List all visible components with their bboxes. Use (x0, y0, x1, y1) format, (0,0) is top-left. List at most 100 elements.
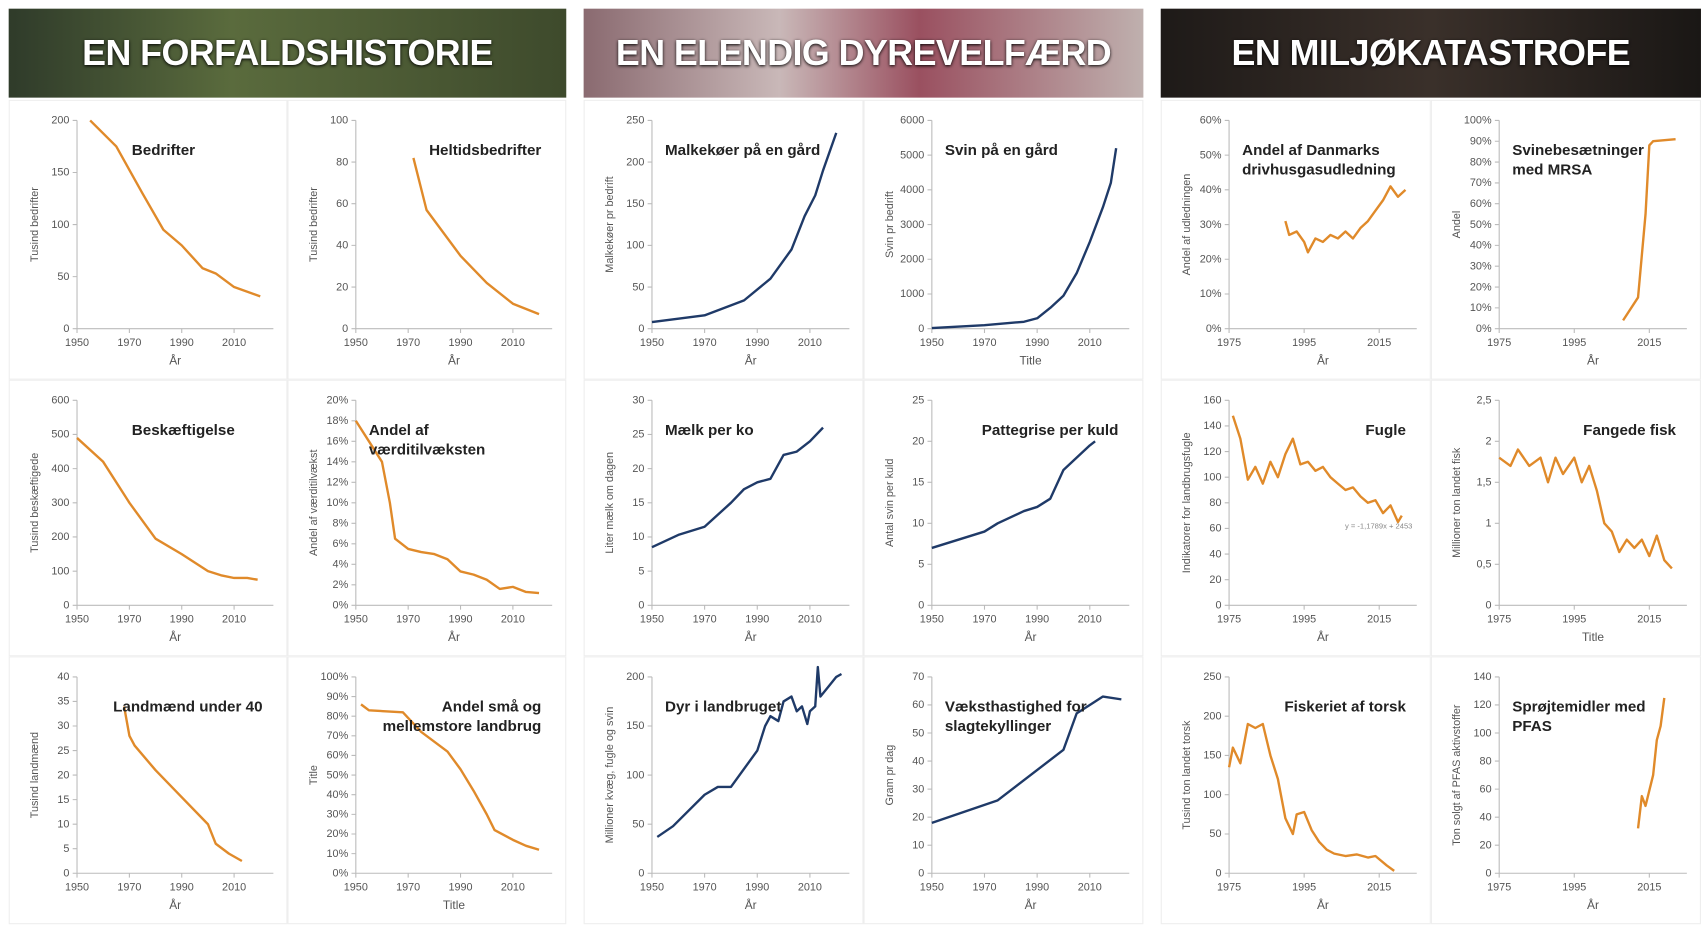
y-tick-label: 20 (1209, 574, 1221, 586)
x-axis-label: År (1317, 352, 1329, 367)
y-tick-label: 20 (57, 769, 69, 781)
y-tick-label: 100% (321, 671, 349, 683)
x-tick-label: 1970 (972, 614, 996, 626)
chart-panel: 0% 10% 20% 30% 40% 50% 60% 70% 80% 90% 100% 1950 197… (287, 656, 567, 925)
y-tick-label: 120 (1203, 446, 1221, 458)
chart-title: Andel små og mellemstore landbrug (382, 697, 542, 735)
x-tick-label: 1950 (344, 614, 368, 626)
y-tick-label: 16% (327, 436, 349, 448)
y-tick-label: 300 (51, 497, 69, 509)
y-tick-label: 10 (632, 531, 644, 543)
chart: 0 5 10 15 20 25 30 1950 1970 1990 2010 År Liter mælk… (604, 395, 850, 644)
x-tick-label: 1975 (1217, 614, 1241, 626)
data-line (656, 665, 843, 838)
y-tick-label: 50 (57, 271, 69, 283)
x-tick-label: 2010 (798, 882, 822, 894)
chart-title: Svin på en gård (944, 141, 1058, 159)
y-tick-label: 15 (632, 497, 644, 509)
x-tick-label: 1950 (65, 614, 89, 626)
x-tick-label: 1990 (170, 614, 194, 626)
data-line (931, 695, 1122, 824)
y-tick-label: 30% (1470, 260, 1492, 272)
x-tick-label: 1950 (920, 614, 944, 626)
x-tick-label: 1990 (745, 337, 769, 349)
y-tick-label: 0 (918, 868, 924, 880)
x-tick-label: 1950 (65, 337, 89, 349)
x-tick-label: 1995 (1292, 337, 1316, 349)
y-tick-label: 60 (912, 699, 924, 711)
x-axis-label: År (1587, 897, 1599, 912)
y-tick-label: 600 (51, 395, 69, 407)
y-tick-label: 40 (57, 671, 69, 683)
chart-panel: 0 50 100 150 200 1950 1970 1990 2010 År Tusind bed… (8, 99, 288, 380)
y-tick-label: 70% (327, 730, 349, 742)
x-tick-label: 2015 (1367, 337, 1391, 349)
x-axis-label: År (169, 897, 181, 912)
y-tick-label: 1000 (900, 288, 924, 300)
y-tick-label: 20% (1200, 254, 1222, 266)
x-tick-label: 1970 (693, 337, 717, 349)
x-axis-label: År (448, 352, 460, 367)
y-tick-label: 20% (327, 828, 349, 840)
x-tick-label: 1975 (1487, 882, 1511, 894)
data-line (412, 157, 540, 316)
x-tick-label: 1970 (117, 882, 141, 894)
y-axis-label: Antal svin per kuld (884, 459, 896, 547)
chart-panel: 0 20 40 60 80 100 120 140 160 1975 1995 2015 År Indik… (1160, 379, 1431, 657)
y-tick-label: 50 (632, 281, 644, 293)
y-tick-label: 0 (1215, 600, 1221, 612)
y-tick-label: 50 (1209, 828, 1221, 840)
y-axis-label: Liter mælk om dagen (604, 452, 616, 554)
y-tick-label: 140 (1474, 671, 1492, 683)
x-tick-label: 2010 (222, 614, 246, 626)
y-tick-label: 100 (51, 219, 69, 231)
chart-panel: 0 50 100 150 200 1950 1970 1990 2010 År Millioner … (583, 656, 864, 925)
y-tick-label: 10 (912, 518, 924, 530)
y-tick-label: 160 (1203, 395, 1221, 407)
y-tick-label: 18% (327, 415, 349, 427)
chart: 0 10 20 30 40 50 60 70 1950 1970 1990 2010 År Gram pr… (884, 671, 1130, 912)
x-axis-label: Title (1020, 353, 1042, 367)
y-tick-label: 90% (1470, 135, 1492, 147)
x-tick-label: 1975 (1487, 614, 1511, 626)
y-tick-label: 40% (1200, 184, 1222, 196)
chart-panel: 0 50 100 150 200 250 1950 1970 1990 2010 År Malkekø… (583, 99, 864, 380)
y-tick-label: 10 (912, 839, 924, 851)
chart: 0 50 100 150 200 1950 1970 1990 2010 År Millioner … (604, 665, 850, 912)
x-tick-label: 1970 (972, 882, 996, 894)
x-tick-label: 2010 (501, 337, 525, 349)
y-tick-label: 20 (1480, 839, 1492, 851)
x-tick-label: 1995 (1292, 882, 1316, 894)
y-tick-label: 60 (1209, 523, 1221, 535)
chart-title: Landmænd under 40 (113, 697, 263, 715)
chart-panel: 0 5 10 15 20 25 1950 1970 1990 2010 År Antal svin p… (863, 379, 1144, 657)
chart-title: Malkekøer på en gård (664, 141, 821, 159)
x-axis-label: År (745, 352, 757, 367)
y-tick-label: 2,5 (1477, 395, 1492, 407)
y-tick-label: 60 (1480, 783, 1492, 795)
y-tick-label: 40 (912, 755, 924, 767)
y-tick-label: 30 (632, 395, 644, 407)
chart-title: Fiskeriet af torsk (1284, 697, 1406, 715)
y-tick-label: 10% (327, 497, 349, 509)
x-tick-label: 2010 (1078, 337, 1102, 349)
x-tick-label: 2010 (798, 614, 822, 626)
y-tick-label: 0% (1206, 323, 1222, 335)
chart-title: Svinebesætninger med MRSA (1512, 141, 1644, 178)
y-tick-label: 20% (327, 395, 349, 407)
y-tick-label: 200 (1203, 710, 1221, 722)
chart-panel: 0 20 40 60 80 100 1950 1970 1990 2010 År Tusind bed… (287, 99, 567, 380)
chart-title: Andel af værditilvæksten (368, 420, 486, 458)
y-axis-label: Millioner ton landet fisk (1451, 447, 1463, 558)
y-tick-label: 10% (327, 848, 349, 860)
y-axis-label: Gram pr dag (884, 745, 896, 806)
x-tick-label: 1990 (170, 337, 194, 349)
y-tick-label: 60% (1470, 198, 1492, 210)
y-tick-label: 14% (327, 456, 349, 468)
chart: 0 5 10 15 20 25 1950 1970 1990 2010 År Antal svin p… (884, 395, 1130, 644)
y-tick-label: 2 (1486, 436, 1492, 448)
data-line (354, 420, 540, 595)
y-tick-label: 400 (51, 463, 69, 475)
y-tick-label: 0% (1476, 323, 1492, 335)
chart-panel: 0 20 40 60 80 100 120 140 1975 1995 2015 År Ton solg… (1430, 656, 1701, 925)
